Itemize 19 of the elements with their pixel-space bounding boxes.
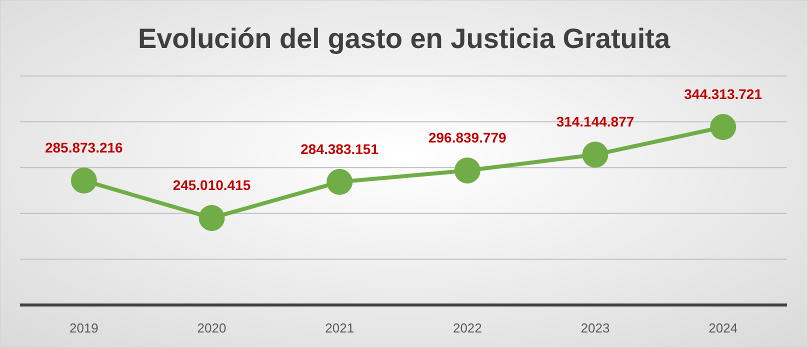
data-label: 296.839.779 (428, 129, 507, 146)
point (198, 205, 225, 231)
data-label: 344.313.721 (684, 86, 762, 102)
x-tick-label: 2024 (708, 320, 738, 336)
point (582, 142, 608, 168)
data-label: 245.010.415 (172, 176, 251, 193)
x-tick-label: 2023 (580, 320, 610, 336)
x-tick-label: 2021 (325, 320, 354, 336)
point (70, 168, 97, 194)
point (326, 168, 353, 195)
x-tick-label: 2019 (69, 320, 98, 336)
data-label: 284.383.151 (300, 140, 379, 157)
data-label: 314.144.877 (556, 114, 634, 130)
chart-title: Evolución del gasto en Justicia Gratuita (138, 23, 670, 54)
x-tick-label: 2022 (452, 320, 482, 336)
point (454, 158, 480, 184)
data-label: 285.873.216 (44, 140, 124, 156)
x-tick-label: 2020 (197, 320, 226, 336)
point (710, 114, 736, 140)
